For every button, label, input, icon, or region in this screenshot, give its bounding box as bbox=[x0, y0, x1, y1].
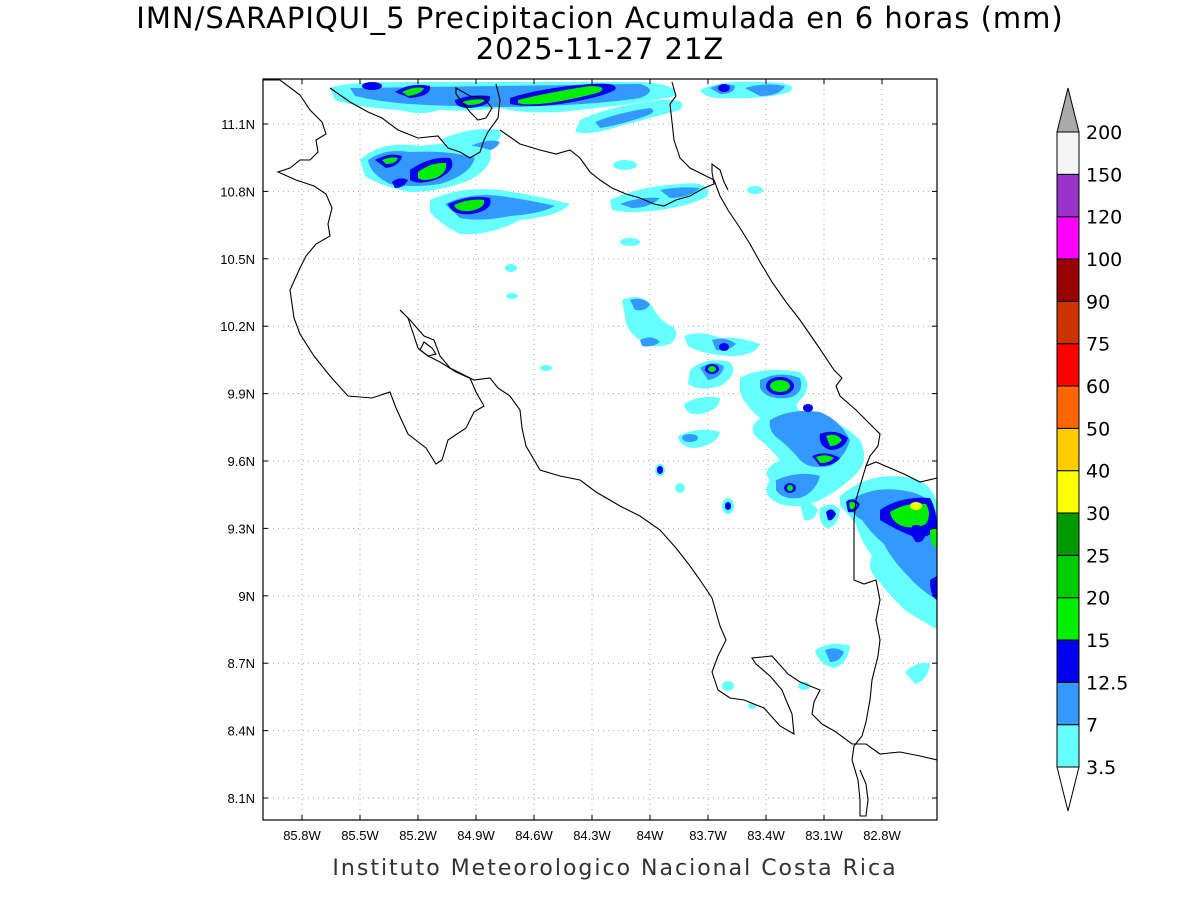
nicaragua-border bbox=[263, 79, 485, 465]
san-juan-river-border bbox=[499, 129, 729, 207]
map-subtitle-datetime: 2025-11-27 21Z bbox=[475, 32, 725, 66]
caribbean-coast bbox=[669, 81, 937, 483]
lon-tick-label: 82.8W bbox=[863, 828, 901, 843]
colorbar-label: 150 bbox=[1086, 164, 1122, 186]
colorbar-swatch bbox=[1056, 258, 1080, 302]
lat-tick-label: 9N bbox=[238, 589, 255, 604]
lat-tick-label: 10.5N bbox=[220, 252, 255, 267]
lat-tick-label: 9.9N bbox=[228, 387, 255, 402]
lake-island bbox=[455, 87, 493, 121]
lon-tick-label: 84.6W bbox=[515, 828, 553, 843]
colorbar-label: 60 bbox=[1086, 376, 1110, 398]
precipitation-field bbox=[330, 81, 937, 709]
precip-central bbox=[505, 264, 760, 493]
lon-tick-label: 83.7W bbox=[689, 828, 727, 843]
colorbar-swatch bbox=[1056, 216, 1080, 260]
latitude-ticks: 11.1N 10.8N 10.5N 10.2N 9.9N 9.6N 9.3N 9N 8.7N 8.… bbox=[220, 117, 937, 806]
lon-tick-label: 85.8W bbox=[283, 828, 321, 843]
colorbar-swatch bbox=[1056, 470, 1080, 514]
map-title: IMN/SARAPIQUI_5 Precipitacion Acumulada … bbox=[136, 1, 1064, 35]
colorbar-label: 40 bbox=[1086, 461, 1110, 483]
colorbar-swatch bbox=[1056, 131, 1080, 175]
colorbar-swatch bbox=[1056, 554, 1080, 599]
lat-tick-label: 8.1N bbox=[228, 791, 255, 806]
colorbar-label: 15 bbox=[1086, 630, 1110, 652]
colorbar-swatch bbox=[1056, 385, 1080, 429]
colorbar-swatch bbox=[1056, 639, 1080, 683]
lat-tick-label: 9.3N bbox=[228, 521, 255, 536]
colorbar-label: 7 bbox=[1086, 715, 1098, 737]
colorbar-label: 90 bbox=[1086, 291, 1110, 313]
colorbar-swatch bbox=[1056, 512, 1080, 556]
lon-tick-label: 85.5W bbox=[341, 828, 379, 843]
colorbar-swatch bbox=[1056, 597, 1080, 641]
precip-band-north bbox=[330, 81, 792, 152]
colorbar-label: 100 bbox=[1086, 249, 1122, 271]
lon-tick-label: 84.3W bbox=[573, 828, 611, 843]
colorbar-label: 50 bbox=[1086, 418, 1110, 440]
lat-tick-label: 8.7N bbox=[228, 656, 255, 671]
longitude-ticks: 85.8W 85.5W 85.2W 84.9W 84.6W 84.3W 84W 83.7W 83… bbox=[283, 79, 902, 843]
lat-tick-label: 10.8N bbox=[220, 184, 255, 199]
colorbar-label: 30 bbox=[1086, 503, 1110, 525]
panama-border bbox=[851, 465, 881, 817]
colorbar-swatch bbox=[1056, 681, 1080, 726]
precip-caribbean bbox=[722, 370, 937, 709]
map-frame bbox=[262, 78, 938, 821]
island-outline bbox=[419, 341, 437, 357]
colorbar-under-arrow bbox=[1056, 766, 1080, 812]
colorbar-swatch bbox=[1056, 343, 1080, 387]
lon-tick-label: 83.1W bbox=[805, 828, 843, 843]
colorbar-label: 25 bbox=[1086, 545, 1110, 567]
colorbar-swatch bbox=[1056, 173, 1080, 218]
colorbar-label: 3.5 bbox=[1086, 757, 1116, 779]
colorbar-swatch bbox=[1056, 300, 1080, 345]
nicaragua-lake-shore bbox=[329, 83, 501, 159]
lon-tick-label: 84W bbox=[637, 828, 664, 843]
lon-tick-label: 85.2W bbox=[399, 828, 437, 843]
lat-tick-label: 11.1N bbox=[221, 117, 255, 132]
nicoya-peninsula-coast bbox=[399, 309, 937, 761]
colorbar-label: 200 bbox=[1086, 122, 1122, 144]
colorbar-swatch bbox=[1056, 724, 1080, 768]
colorbar-label: 75 bbox=[1086, 334, 1110, 356]
lat-tick-label: 8.4N bbox=[228, 724, 255, 739]
colorbar: 3.5 7 12.5 15 20 25 30 40 50 60 75 90 100 120 150 200 bbox=[1056, 87, 1128, 812]
lat-tick-label: 10.2N bbox=[220, 319, 255, 334]
footer-credit: Instituto Meteorologico Nacional Costa R… bbox=[332, 856, 898, 881]
coastlines-borders bbox=[263, 79, 937, 817]
lat-tick-label: 9.6N bbox=[228, 454, 255, 469]
colorbar-label: 12.5 bbox=[1086, 672, 1128, 694]
lon-tick-label: 84.9W bbox=[457, 828, 495, 843]
colorbar-label: 20 bbox=[1086, 588, 1110, 610]
colorbar-swatch bbox=[1056, 427, 1080, 472]
lon-tick-label: 83.4W bbox=[747, 828, 785, 843]
colorbar-label: 120 bbox=[1086, 207, 1122, 229]
colorbar-over-arrow bbox=[1056, 87, 1080, 133]
precip-band-10.9N bbox=[360, 143, 763, 246]
